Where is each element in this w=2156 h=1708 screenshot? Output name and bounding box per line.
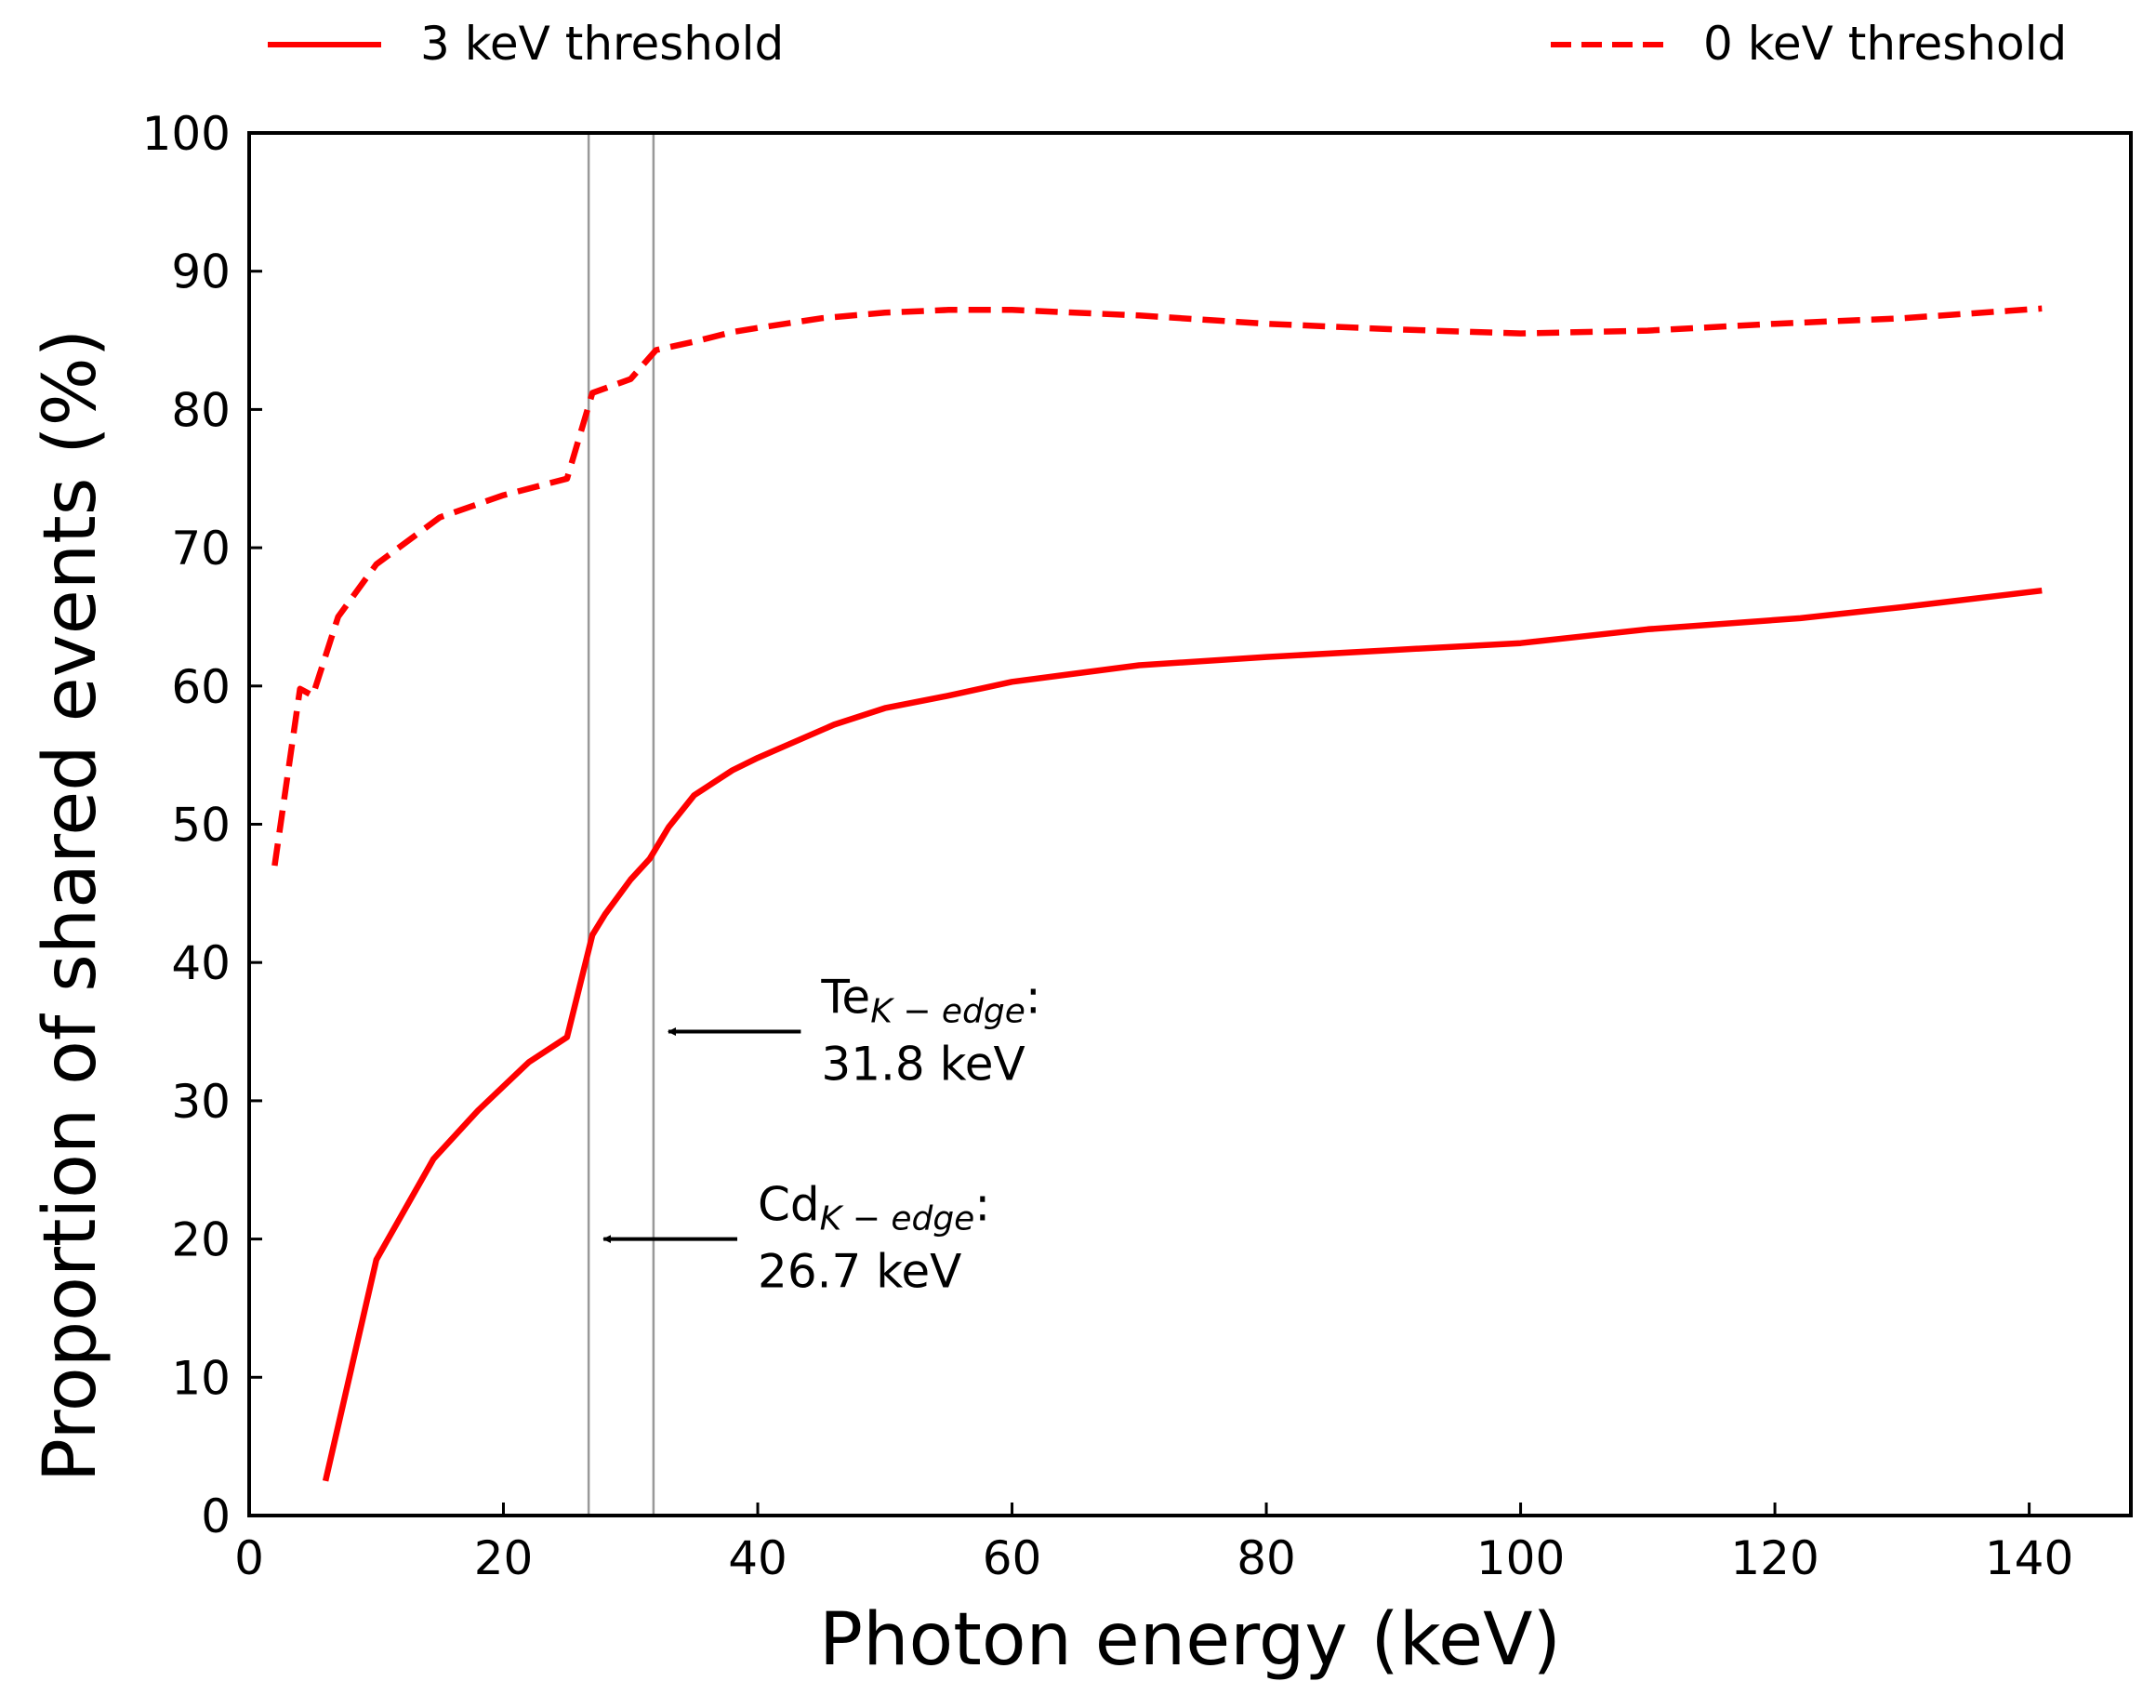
y-tick-label-20: 20 [171, 1213, 231, 1267]
x-axis-label: Photon energy (keV) [819, 1598, 1561, 1682]
cd-annotation-value: 26.7 keV [758, 1245, 961, 1299]
cd-annotation-label: CdK − edge: [758, 1178, 990, 1238]
x-axis-ticks: 0 20 40 60 80 100 120 140 [234, 1503, 2073, 1585]
x-tick-label-20: 20 [474, 1531, 534, 1585]
y-tick-label-30: 30 [171, 1075, 231, 1129]
y-tick-label-0: 0 [201, 1490, 231, 1543]
x-tick-label-120: 120 [1730, 1531, 1819, 1585]
y-tick-label-90: 90 [171, 245, 231, 299]
legend-label-0kev: 0 keV threshold [1703, 17, 2067, 71]
k-edge-lines [587, 133, 655, 1516]
plot-frame [247, 131, 2133, 1517]
annotations: TeK − edge: 31.8 keV CdK − edge: 26.7 keV [602, 971, 1041, 1299]
y-tick-label-40: 40 [171, 936, 231, 990]
legend: 3 keV threshold 0 keV threshold [268, 17, 2067, 71]
y-tick-label-100: 100 [142, 107, 231, 161]
legend-label-3kev: 3 keV threshold [420, 17, 784, 71]
te-annotation-label: TeK − edge: [820, 971, 1040, 1031]
y-tick-label-50: 50 [171, 799, 231, 853]
x-tick-label-80: 80 [1237, 1531, 1296, 1585]
x-tick-label-40: 40 [728, 1531, 787, 1585]
x-tick-label-140: 140 [1985, 1531, 2073, 1585]
y-tick-label-80: 80 [171, 383, 231, 437]
series-line-0kev [271, 305, 2043, 867]
te-annotation-value: 31.8 keV [821, 1038, 1025, 1092]
y-tick-label-60: 60 [171, 660, 231, 714]
y-tick-label-70: 70 [171, 522, 231, 576]
y-axis-label: Proportion of shared events (%) [29, 329, 112, 1482]
y-axis-ticks: 0 10 20 30 40 50 60 70 80 90 100 [142, 107, 262, 1543]
x-tick-label-0: 0 [234, 1531, 264, 1585]
series-group [271, 305, 2043, 1482]
x-tick-label-100: 100 [1476, 1531, 1565, 1585]
y-tick-label-10: 10 [171, 1351, 231, 1405]
x-tick-label-60: 60 [983, 1531, 1042, 1585]
series-line-3kev [322, 587, 2043, 1482]
